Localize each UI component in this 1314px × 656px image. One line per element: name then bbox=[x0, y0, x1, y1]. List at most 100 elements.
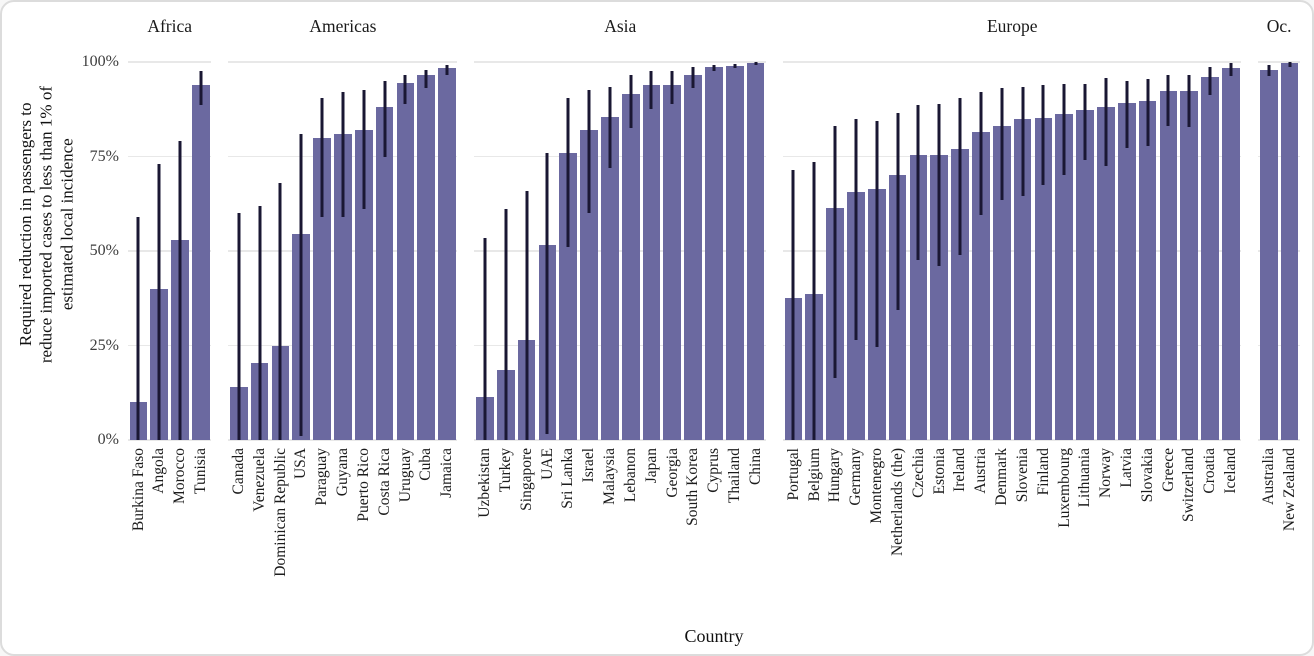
bar-costa-rica bbox=[375, 107, 394, 440]
y-tick-label-75: 75% bbox=[89, 147, 119, 165]
bar-slot-burkina-faso bbox=[128, 44, 149, 440]
gridline-50 bbox=[474, 250, 767, 252]
bar-slot-austria bbox=[971, 44, 992, 440]
bar-ireland bbox=[951, 148, 969, 440]
x-tick-label-finland: Finland bbox=[1034, 448, 1052, 496]
gridline-0 bbox=[228, 439, 458, 441]
x-tick-label-georgia: Georgia bbox=[663, 448, 681, 498]
x-tick-label-lebanon: Lebanon bbox=[621, 448, 639, 503]
x-tick-labels-asia: Uzbekistan Turkey Singapore UAE Sri Lanka Isr… bbox=[474, 448, 766, 624]
bar-slot-china bbox=[745, 44, 766, 440]
x-tick-label-slovakia: Slovakia bbox=[1138, 448, 1156, 503]
bar-slot-norway bbox=[1096, 44, 1117, 440]
error-bar-slovenia bbox=[1021, 86, 1025, 197]
gridline-100 bbox=[128, 61, 212, 63]
x-tick-label-latvia: Latvia bbox=[1117, 448, 1135, 488]
facet-americas: Americas Canada Venezuela Dominican Republi… bbox=[228, 10, 458, 624]
bar-slot-paraguay bbox=[312, 44, 333, 440]
x-tick-slot-burkina-faso: Burkina Faso bbox=[128, 448, 149, 624]
error-bar-morocco bbox=[178, 141, 182, 440]
x-tick-slot-georgia: Georgia bbox=[662, 448, 683, 624]
error-bar-singapore bbox=[525, 190, 529, 440]
plot-panel-oc bbox=[1258, 44, 1300, 441]
bar-slot-south-korea bbox=[683, 44, 704, 440]
bar-guyana bbox=[334, 133, 352, 440]
x-tick-slot-tunisia: Tunisia bbox=[190, 448, 211, 624]
x-tick-label-morocco: Morocco bbox=[171, 448, 189, 504]
x-tick-label-thailand: Thailand bbox=[726, 448, 744, 504]
bar-cyprus bbox=[705, 66, 723, 440]
x-tick-label-portugal: Portugal bbox=[784, 448, 802, 501]
error-bar-croatia bbox=[1208, 66, 1212, 96]
error-bar-lebanon bbox=[629, 75, 633, 129]
x-tick-slot-austria: Austria bbox=[971, 448, 992, 624]
y-tick-label-25: 25% bbox=[89, 336, 119, 354]
error-bar-greece bbox=[1166, 74, 1170, 126]
x-tick-slot-uzbekistan: Uzbekistan bbox=[474, 448, 495, 624]
bar-slot-slovenia bbox=[1012, 44, 1033, 440]
x-tick-label-japan: Japan bbox=[642, 448, 660, 484]
x-tick-label-estonia: Estonia bbox=[930, 448, 948, 495]
bar-slot-new-zealand bbox=[1279, 44, 1300, 440]
gridline-25 bbox=[128, 344, 212, 347]
bar-slot-japan bbox=[641, 44, 662, 440]
x-tick-label-israel: Israel bbox=[580, 448, 598, 483]
bar-slovenia bbox=[1013, 118, 1032, 440]
bar-japan bbox=[642, 84, 661, 440]
x-tick-label-norway: Norway bbox=[1097, 448, 1115, 498]
error-bar-paraguay bbox=[320, 97, 324, 217]
bar-slot-uzbekistan bbox=[474, 44, 495, 440]
bar-slot-malaysia bbox=[599, 44, 620, 440]
x-tick-slot-greece: Greece bbox=[1158, 448, 1179, 624]
bar-slot-croatia bbox=[1200, 44, 1221, 440]
bar-cuba bbox=[417, 75, 436, 440]
bar-new-zealand bbox=[1280, 63, 1299, 440]
x-tick-slot-singapore: Singapore bbox=[516, 448, 537, 624]
gridline-50 bbox=[1258, 250, 1300, 252]
x-tick-label-puerto-rico: Puerto Rico bbox=[354, 448, 372, 522]
x-tick-slot-malaysia: Malaysia bbox=[599, 448, 620, 624]
error-bar-lithuania bbox=[1083, 83, 1087, 161]
bar-china bbox=[746, 63, 765, 440]
x-tick-slot-jamaica: Jamaica bbox=[437, 448, 458, 624]
y-tick-label-0: 0% bbox=[97, 431, 119, 448]
x-tick-label-malaysia: Malaysia bbox=[601, 448, 619, 505]
x-tick-label-jamaica: Jamaica bbox=[438, 448, 456, 498]
x-tick-labels-europe: Portugal Belgium Hungary Germany Montenegro N… bbox=[783, 448, 1241, 624]
bar-slot-montenegro bbox=[866, 44, 887, 440]
bar-slot-cyprus bbox=[704, 44, 725, 440]
x-tick-slot-paraguay: Paraguay bbox=[312, 448, 333, 624]
x-tick-slot-belgium: Belgium bbox=[804, 448, 825, 624]
error-bar-puerto-rico bbox=[362, 90, 366, 210]
bar-slot-thailand bbox=[724, 44, 745, 440]
bar-tunisia bbox=[192, 84, 210, 440]
x-tick-slot-ireland: Ireland bbox=[950, 448, 971, 624]
facet-asia: Asia Uzbekistan Turkey Singapore UAE Sri Lank… bbox=[474, 10, 767, 624]
error-bar-costa-rica bbox=[383, 80, 387, 157]
facets-column: Africa Burkina Faso Angola Morocco Tunisia Am… bbox=[128, 10, 1300, 650]
gridline-0 bbox=[128, 439, 212, 441]
error-bar-estonia bbox=[937, 103, 941, 267]
x-tick-slot-puerto-rico: Puerto Rico bbox=[353, 448, 374, 624]
error-bar-montenegro bbox=[875, 120, 879, 348]
bar-slot-czechia bbox=[908, 44, 929, 440]
bar-slot-australia bbox=[1258, 44, 1279, 440]
bar-slot-slovakia bbox=[1137, 44, 1158, 440]
error-bar-sri-lanka bbox=[566, 97, 570, 248]
error-bar-turkey bbox=[504, 209, 508, 440]
bar-luxembourg bbox=[1055, 113, 1074, 440]
bar-iceland bbox=[1222, 67, 1240, 440]
x-tick-slot-denmark: Denmark bbox=[991, 448, 1012, 624]
error-bar-switzerland bbox=[1187, 75, 1191, 128]
x-tick-label-greece: Greece bbox=[1159, 448, 1177, 492]
x-tick-slot-venezuela: Venezuela bbox=[249, 448, 270, 624]
x-tick-slot-finland: Finland bbox=[1033, 448, 1054, 624]
error-bar-portugal bbox=[791, 169, 795, 440]
error-bar-burkina-faso bbox=[136, 216, 140, 440]
bar-slot-lithuania bbox=[1075, 44, 1096, 440]
x-tick-label-uruguay: Uruguay bbox=[396, 448, 414, 503]
bar-slot-puerto-rico bbox=[353, 44, 374, 440]
error-bar-cyprus bbox=[712, 64, 716, 72]
gridline-100 bbox=[228, 61, 458, 63]
x-tick-label-cuba: Cuba bbox=[417, 448, 435, 481]
